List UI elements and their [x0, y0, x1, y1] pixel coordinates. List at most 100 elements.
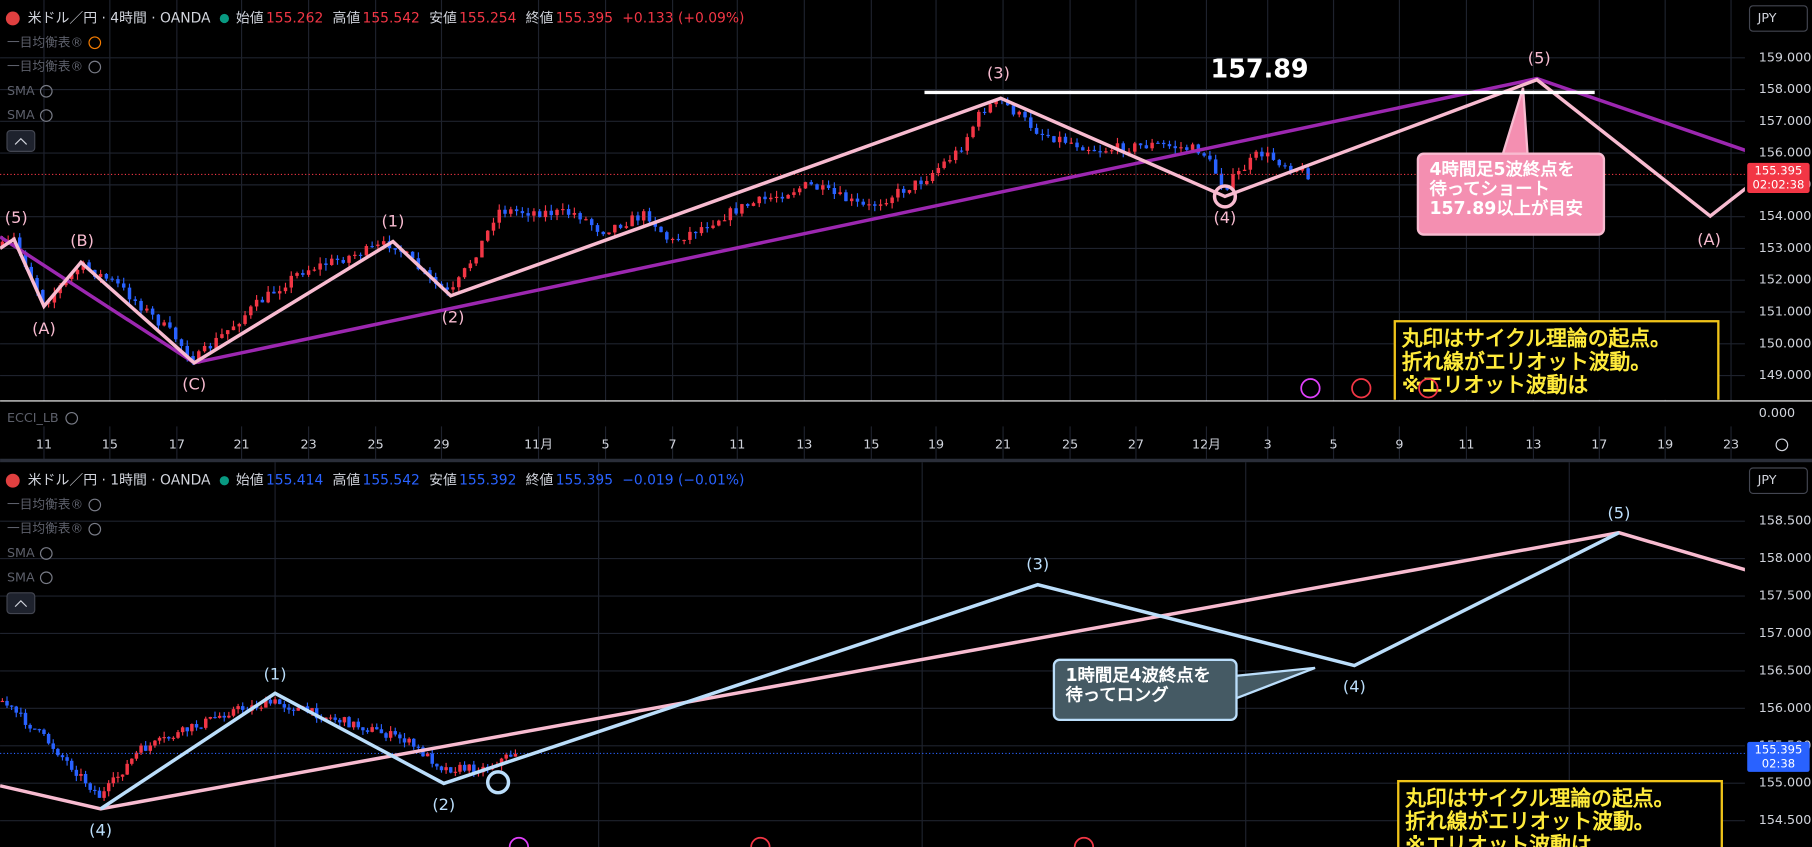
header-text: 始値: [236, 473, 264, 489]
candle-body: [361, 727, 365, 731]
candle-body: [699, 227, 704, 234]
candle-body: [197, 351, 201, 364]
header-text: 始値: [236, 10, 264, 26]
header-text: 高値: [333, 9, 361, 26]
candle-body: [705, 227, 709, 229]
callout-box: [1052, 658, 1238, 722]
candle-body: [194, 724, 199, 728]
candle-body: [780, 196, 785, 199]
visibility-icon[interactable]: [39, 84, 53, 98]
visibility-icon[interactable]: [65, 411, 79, 425]
candle-body: [803, 182, 808, 189]
candle-body: [451, 287, 455, 290]
candle-body: [143, 745, 148, 751]
candle-body: [139, 745, 143, 753]
candle-body: [982, 111, 987, 114]
collapse-button[interactable]: [6, 129, 36, 152]
visibility-icon[interactable]: [39, 547, 53, 560]
settings-icon[interactable]: [1775, 438, 1789, 452]
plot: (4) (1) (2) (3) (4) (5) 1時間足4波終点を待ってロング丸印はサイクル…: [0, 504, 1745, 847]
candle-body: [204, 718, 208, 728]
date-label: 25: [1062, 436, 1078, 451]
visibility-icon[interactable]: [39, 571, 53, 585]
candle-body: [1289, 165, 1293, 172]
candle-body: [227, 715, 231, 718]
header-text: 安値: [429, 473, 457, 489]
visibility-icon[interactable]: [39, 109, 53, 122]
candle-body: [1283, 165, 1287, 167]
wave-label: (2): [442, 307, 465, 326]
candle-body: [29, 266, 34, 279]
note-text: 丸印はサイクル理論の起点。: [1404, 787, 1674, 811]
date-label: 21: [995, 436, 1011, 451]
wave-label: (4): [89, 820, 112, 839]
candle-body: [266, 291, 270, 303]
candle-body: [110, 278, 114, 280]
currency-button[interactable]: [1748, 5, 1808, 32]
candle-body: [595, 225, 600, 232]
candle-body: [213, 716, 217, 719]
candle-body: [46, 733, 51, 744]
header-text: 155.395: [556, 473, 613, 489]
date-label: 7: [669, 436, 677, 451]
header-text: 終値: [526, 10, 554, 26]
header-text: 終値: [526, 473, 554, 489]
event-icon[interactable]: [1418, 378, 1439, 399]
candle-body: [33, 728, 37, 730]
candle-body: [356, 721, 361, 728]
candle-body: [312, 269, 317, 271]
candle-body: [60, 755, 65, 758]
visibility-icon[interactable]: [88, 498, 102, 512]
candle-body: [148, 745, 153, 751]
candle-body: [176, 732, 180, 738]
date-label: 23: [1723, 436, 1739, 451]
visibility-icon[interactable]: [88, 522, 102, 536]
candle-body: [832, 188, 837, 195]
note-text: ※エリオット波動は: [1402, 373, 1589, 397]
price-label: 156.000: [1759, 700, 1812, 715]
indicator-label: 一目均衡表®: [7, 59, 83, 74]
collapse-button[interactable]: [6, 592, 36, 615]
price-label: 150.000: [1759, 335, 1812, 350]
candle-body: [572, 213, 577, 215]
candle-body: [448, 767, 453, 773]
header-text: 155.542: [363, 10, 420, 26]
visibility-icon[interactable]: [88, 60, 102, 74]
wave-label: (5): [1608, 504, 1631, 523]
candle-body: [959, 150, 964, 152]
indicator-label: 一目均衡表®: [7, 496, 83, 511]
candle-body: [555, 209, 559, 216]
candle-body: [87, 262, 91, 270]
candle-body: [9, 705, 14, 707]
event-icon[interactable]: [1300, 378, 1321, 399]
date-label: 17: [1591, 436, 1607, 451]
last-price: 155.395: [1755, 742, 1803, 756]
candle-body: [376, 244, 380, 247]
candle-body: [402, 738, 407, 743]
event-icon[interactable]: [750, 836, 771, 847]
collapse-icon: [14, 600, 28, 608]
event-icon[interactable]: [1073, 836, 1095, 847]
note-box: [1393, 320, 1720, 400]
candle-body: [381, 241, 386, 245]
candle-body: [185, 345, 189, 357]
candle-body: [1167, 144, 1172, 147]
visibility-icon[interactable]: [88, 36, 102, 50]
candle-body: [676, 238, 681, 241]
bottom-panel: 158.500 158.000 157.500 157.000 156.500 156.0…: [0, 462, 1812, 847]
candle-body: [913, 180, 917, 191]
candle-body: [125, 763, 129, 775]
candle-body: [930, 173, 935, 181]
candle-body: [1127, 151, 1131, 153]
date-label: 11: [1458, 436, 1474, 451]
candle-body: [468, 263, 473, 269]
header-text: 155.262: [266, 10, 323, 26]
wave-line: [0, 77, 1745, 365]
candle-body: [217, 715, 222, 718]
currency-button[interactable]: [1748, 467, 1808, 494]
event-icon[interactable]: [508, 836, 530, 847]
date-label: 15: [863, 436, 879, 451]
event-icon[interactable]: [1351, 378, 1372, 399]
candle-body: [1248, 157, 1253, 170]
candle-body: [815, 184, 819, 190]
